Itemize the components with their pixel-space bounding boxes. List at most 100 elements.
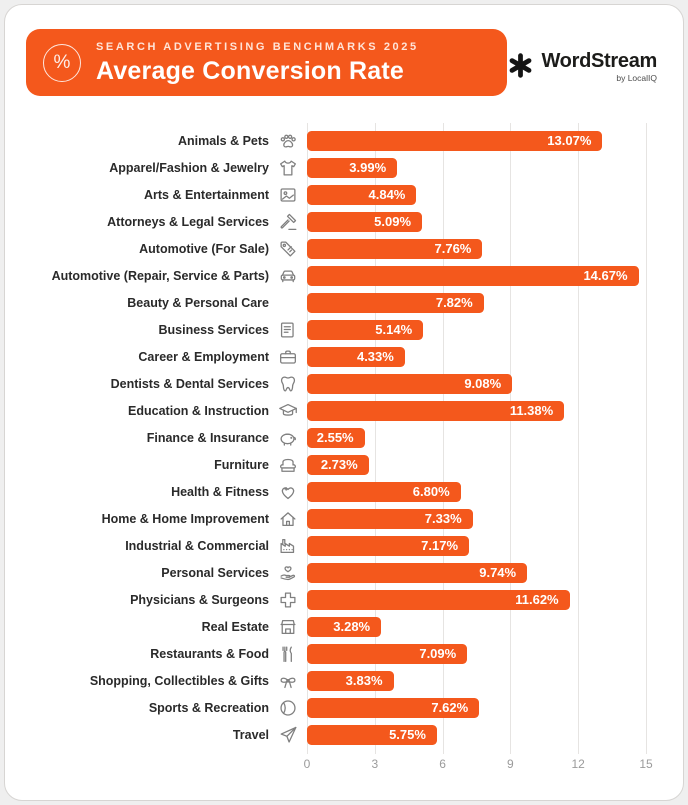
bar-track: 13.07% — [307, 130, 646, 151]
bar: 14.67% — [307, 265, 639, 286]
category-label: Restaurants & Food — [150, 646, 269, 661]
bar: 7.82% — [307, 292, 484, 313]
bar: 5.14% — [307, 319, 424, 340]
graduation-cap-icon — [276, 399, 299, 422]
bar-track: 5.09% — [307, 211, 646, 232]
category-label: Finance & Insurance — [146, 430, 269, 445]
tshirt-icon — [276, 156, 299, 179]
brand-name: WordStream — [541, 50, 657, 72]
bar-chart: Animals & Pets 13.07% Apparel/Fashion & … — [5, 123, 683, 782]
x-axis-tick-label: 3 — [371, 757, 379, 771]
chart-row: Arts & Entertainment 4.84% — [21, 181, 646, 208]
bar-track: 7.17% — [307, 535, 646, 556]
bar-value-label: 7.62% — [431, 700, 469, 715]
category-label: Beauty & Personal Care — [127, 295, 269, 310]
chart-row: Furniture 2.73% — [21, 451, 646, 478]
bar-value-label: 9.74% — [479, 565, 517, 580]
axis-track: 0 3 6 9 12 15 — [304, 748, 653, 782]
medical-cross-icon — [276, 588, 299, 611]
bar-value-label: 5.14% — [375, 322, 413, 337]
bar: 7.33% — [307, 508, 473, 529]
bar-value-label: 3.99% — [349, 160, 387, 175]
chart-row: Beauty & Personal Care 7.82% — [21, 289, 646, 316]
bar-track: 14.67% — [307, 265, 646, 286]
brand-text: WordStream by LocalIQ — [541, 51, 657, 83]
bar-track: 7.82% — [307, 292, 646, 313]
category-label: Furniture — [214, 457, 269, 472]
car-key-tag-icon — [276, 237, 299, 260]
bar-track: 7.33% — [307, 508, 646, 529]
chart-row: Business Services 5.14% — [21, 316, 646, 343]
category-label: Personal Services — [161, 565, 269, 580]
gavel-icon — [276, 210, 299, 233]
chart-rows: Animals & Pets 13.07% Apparel/Fashion & … — [21, 127, 646, 748]
brand-logo: WordStream by LocalIQ — [507, 51, 657, 83]
bar-track: 2.73% — [307, 454, 646, 475]
chart-row: Finance & Insurance 2.55% — [21, 424, 646, 451]
makeup-brush-icon — [276, 291, 299, 314]
category-label: Automotive (For Sale) — [139, 241, 269, 256]
category-label: Arts & Entertainment — [143, 187, 269, 202]
bar-value-label: 7.09% — [419, 646, 457, 661]
armchair-icon — [276, 453, 299, 476]
category-label: Career & Employment — [138, 349, 269, 364]
bar-track: 4.33% — [307, 346, 646, 367]
category-label: Shopping, Collectibles & Gifts — [89, 673, 269, 688]
axis-spacer — [21, 748, 307, 782]
x-axis-tick-label: 6 — [439, 757, 446, 771]
category-label: Dentists & Dental Services — [110, 376, 269, 391]
bar: 11.62% — [307, 589, 570, 610]
bar: 4.84% — [307, 184, 417, 205]
category-label: Real Estate — [201, 619, 269, 634]
bar-value-label: 11.38% — [509, 403, 554, 418]
bar-track: 11.38% — [307, 400, 646, 421]
bar-track: 7.09% — [307, 643, 646, 664]
brand-byline: by LocalIQ — [616, 73, 657, 83]
bar-track: 6.80% — [307, 481, 646, 502]
category-label: Industrial & Commercial — [125, 538, 269, 553]
bar: 2.73% — [307, 454, 369, 475]
bar-value-label: 7.82% — [435, 295, 473, 310]
bar: 6.80% — [307, 481, 461, 502]
bar-value-label: 11.62% — [515, 592, 559, 607]
bar-track: 3.99% — [307, 157, 646, 178]
briefcase-icon — [276, 345, 299, 368]
bar-track: 3.83% — [307, 670, 646, 691]
bar-track: 2.55% — [307, 427, 646, 448]
chart-row: Automotive (Repair, Service & Parts) 14.… — [21, 262, 646, 289]
chart-row: Real Estate 3.28% — [21, 613, 646, 640]
chart-row: Restaurants & Food 7.09% — [21, 640, 646, 667]
piggy-bank-icon — [276, 426, 299, 449]
x-axis-tick-label: 15 — [639, 757, 653, 771]
tooth-icon — [276, 372, 299, 395]
category-label: Sports & Recreation — [148, 700, 269, 715]
chart-row: Physicians & Surgeons 11.62% — [21, 586, 646, 613]
chart-row: Industrial & Commercial 7.17% — [21, 532, 646, 559]
category-label: Attorneys & Legal Services — [107, 214, 269, 229]
chart-row: Education & Instruction 11.38% — [21, 397, 646, 424]
bar: 7.62% — [307, 697, 480, 718]
bar-value-label: 2.55% — [316, 430, 354, 445]
bar: 9.08% — [307, 373, 513, 394]
category-label: Apparel/Fashion & Jewelry — [109, 160, 269, 175]
header-banner: % SEARCH ADVERTISING BENCHMARKS 2025 Ave… — [26, 29, 508, 96]
x-axis: 0 3 6 9 12 15 — [21, 748, 653, 782]
chart-row: Travel 5.75% — [21, 721, 646, 748]
chart-row: Shopping, Collectibles & Gifts 3.83% — [21, 667, 646, 694]
document-icon — [276, 318, 299, 341]
chart-row: Health & Fitness 6.80% — [21, 478, 646, 505]
bar: 3.99% — [307, 157, 398, 178]
bar: 5.75% — [307, 724, 437, 745]
bar-track: 5.14% — [307, 319, 646, 340]
bar: 3.28% — [307, 616, 382, 637]
heart-plus-icon — [276, 480, 299, 503]
banner-text: SEARCH ADVERTISING BENCHMARKS 2025 Avera… — [96, 40, 419, 84]
bar-value-label: 7.33% — [424, 511, 462, 526]
chart-row: Dentists & Dental Services 9.08% — [21, 370, 646, 397]
hand-heart-icon — [276, 561, 299, 584]
ball-icon — [276, 696, 299, 719]
header-eyebrow: SEARCH ADVERTISING BENCHMARKS 2025 — [96, 40, 419, 53]
house-icon — [276, 507, 299, 530]
airplane-icon — [276, 723, 299, 746]
bar-track: 4.84% — [307, 184, 646, 205]
